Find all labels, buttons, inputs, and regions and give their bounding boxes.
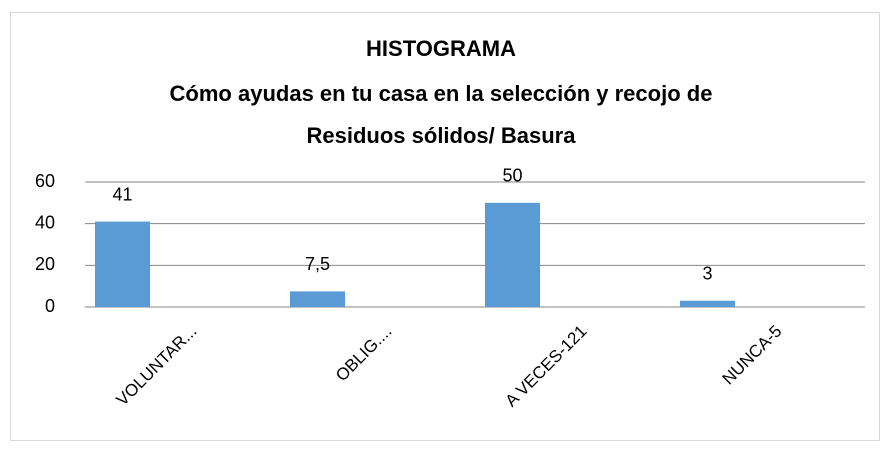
chart-title: HISTOGRAMA (366, 36, 516, 61)
data-label: 3 (702, 264, 712, 284)
y-tick-label: 60 (35, 171, 55, 191)
data-label: 41 (112, 184, 132, 204)
bar (680, 300, 735, 307)
y-tick-label: 20 (35, 254, 55, 274)
data-label: 50 (502, 166, 522, 186)
bar (95, 221, 150, 307)
chart-title: Cómo ayudas en tu casa en la selección y… (170, 81, 713, 106)
y-tick-label: 0 (45, 296, 55, 316)
data-label: 7,5 (305, 254, 330, 274)
chart-frame (10, 12, 880, 441)
y-tick-label: 40 (35, 212, 55, 232)
chart-title: Residuos sólidos/ Basura (307, 123, 577, 148)
bar (485, 202, 540, 307)
bar (290, 291, 345, 307)
